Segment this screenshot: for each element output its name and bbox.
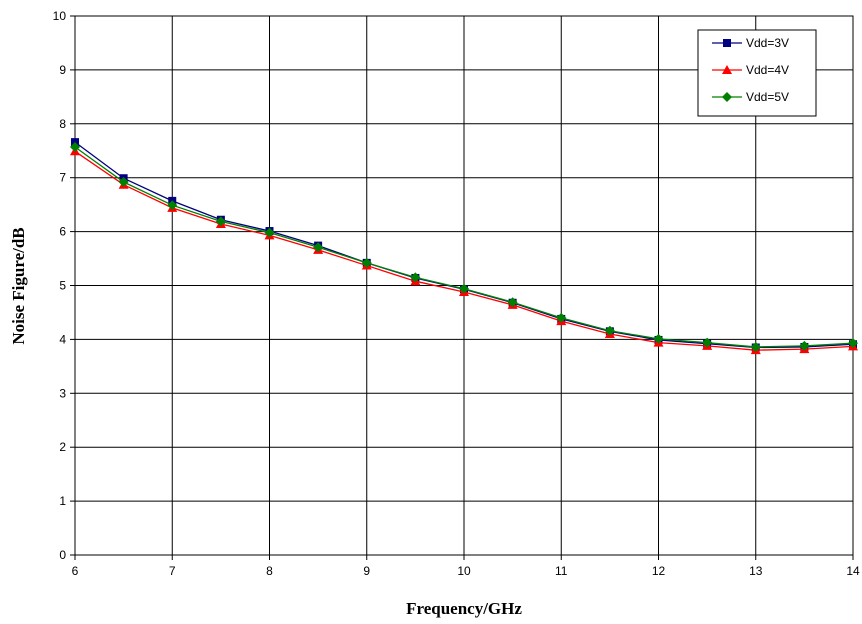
x-tick-label: 6 [72,564,79,578]
x-tick-label: 7 [169,564,176,578]
x-axis-title: Frequency/GHz [406,599,522,618]
y-tick-label: 3 [59,386,66,400]
x-axis-ticks: 6 7 8 9 10 11 12 13 14 [72,555,860,578]
data-point-vdd-5v [556,312,567,323]
legend: Vdd=3V Vdd=4V Vdd=5V [697,29,817,117]
data-point-vdd-5v [361,257,372,268]
y-tick-label: 0 [59,548,66,562]
y-tick-label: 7 [59,171,66,185]
data-point-vdd-5v [410,272,421,283]
data-point-vdd-5v [70,141,80,152]
y-tick-label: 9 [59,63,66,77]
legend-box [697,29,817,117]
data-point-vdd-5v [799,340,810,351]
y-tick-label: 1 [59,494,66,508]
legend-label-vdd-3v: Vdd=3V [746,36,789,50]
legend-label-vdd-5v: Vdd=5V [746,90,789,104]
y-tick-label: 10 [53,9,67,23]
data-point-vdd-5v [264,227,275,238]
gridlines [75,16,853,555]
x-tick-label: 10 [457,564,471,578]
x-tick-label: 8 [266,564,273,578]
data-point-vdd-5v [167,200,178,211]
legend-label-vdd-4v: Vdd=4V [746,63,789,77]
data-point-vdd-5v [702,337,713,348]
y-axis-ticks: 0 1 2 3 4 5 6 7 8 9 10 [53,9,75,562]
x-tick-label: 14 [846,564,860,578]
data-point-vdd-5v [459,283,469,294]
data-point-vdd-5v [604,325,615,336]
x-tick-label: 13 [749,564,763,578]
x-tick-label: 11 [555,564,568,578]
series-group [70,138,858,355]
legend-marker-vdd-3v [723,39,731,47]
y-tick-label: 4 [59,332,66,346]
data-point-vdd-5v [507,297,518,308]
y-tick-label: 5 [59,279,66,293]
y-tick-label: 8 [59,117,66,131]
data-point-vdd-5v [313,242,324,253]
data-point-vdd-5v [750,341,761,352]
data-point-vdd-5v [215,216,226,227]
x-tick-label: 9 [363,564,370,578]
legend-marker-vdd-5v [722,92,732,102]
y-tick-label: 2 [59,440,66,454]
y-tick-label: 6 [59,225,66,239]
data-point-vdd-5v [118,177,129,188]
y-axis-title: Noise Figure/dB [9,227,28,344]
series-vdd-5v [70,141,858,352]
data-point-vdd-5v [848,338,858,349]
legend-items: Vdd=3V Vdd=4V Vdd=5V [712,36,789,104]
legend-marker-vdd-4v [722,65,732,74]
data-point-vdd-5v [653,333,664,344]
x-tick-label: 12 [652,564,666,578]
